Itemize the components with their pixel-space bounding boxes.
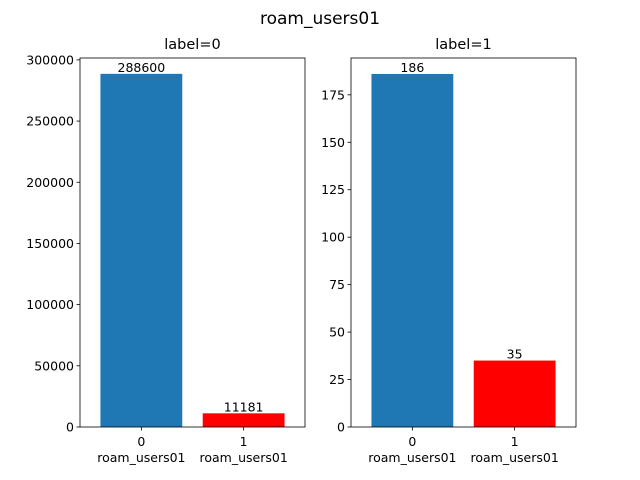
x-tick-label: roam_users01 [470,450,558,465]
x-tick-label: roam_users01 [97,450,185,465]
y-tick-label: 200000 [26,175,74,190]
y-tick-label: 150 [321,135,345,150]
x-tick-label: 0 [408,434,416,449]
y-tick-label: 50 [329,325,345,340]
subplots: label=0288600111810500001000001500002000… [26,37,577,465]
bar-0 [100,73,183,427]
axes-frame [350,57,577,428]
subplot-1: label=11863502550751001251501750roam_use… [321,37,577,465]
bar-1 [473,360,556,427]
y-tick-label: 75 [329,277,345,292]
x-tick-label: 1 [511,434,519,449]
y-tick-label: 100 [321,230,345,245]
y-tick-label: 0 [337,420,345,435]
bar-1 [202,413,285,427]
x-tick-label: roam_users01 [368,450,456,465]
subplot-0: label=0 288600 11181 0 50000 100000 150000 2000… [26,37,306,465]
data-label-0: 288600 [118,60,166,75]
x-tick-label: 0 [137,434,145,449]
y-tick-label: 175 [321,87,345,102]
y-tick-label: 50000 [34,358,74,373]
y-tick-label: 250000 [26,114,74,129]
y-tick-label: 0 [66,420,74,435]
x-tick-label: 1 [240,434,248,449]
y-tick-label: 150000 [26,236,74,251]
y-tick-label: 100000 [26,297,74,312]
data-label-1: 11181 [224,399,264,414]
subplot-title: label=0 [164,37,220,53]
subplot-title: label=1 [435,37,491,53]
x-tick-label: roam_users01 [199,450,287,465]
y-tick-label: 300000 [26,52,74,67]
figure-title: roam_users01 [260,9,380,29]
axes-frame [79,57,306,428]
y-tick-label: 25 [329,372,345,387]
bar-0 [371,73,454,427]
data-label-1: 35 [507,347,523,362]
y-tick-label: 125 [321,182,345,197]
data-label-0: 186 [400,60,424,75]
